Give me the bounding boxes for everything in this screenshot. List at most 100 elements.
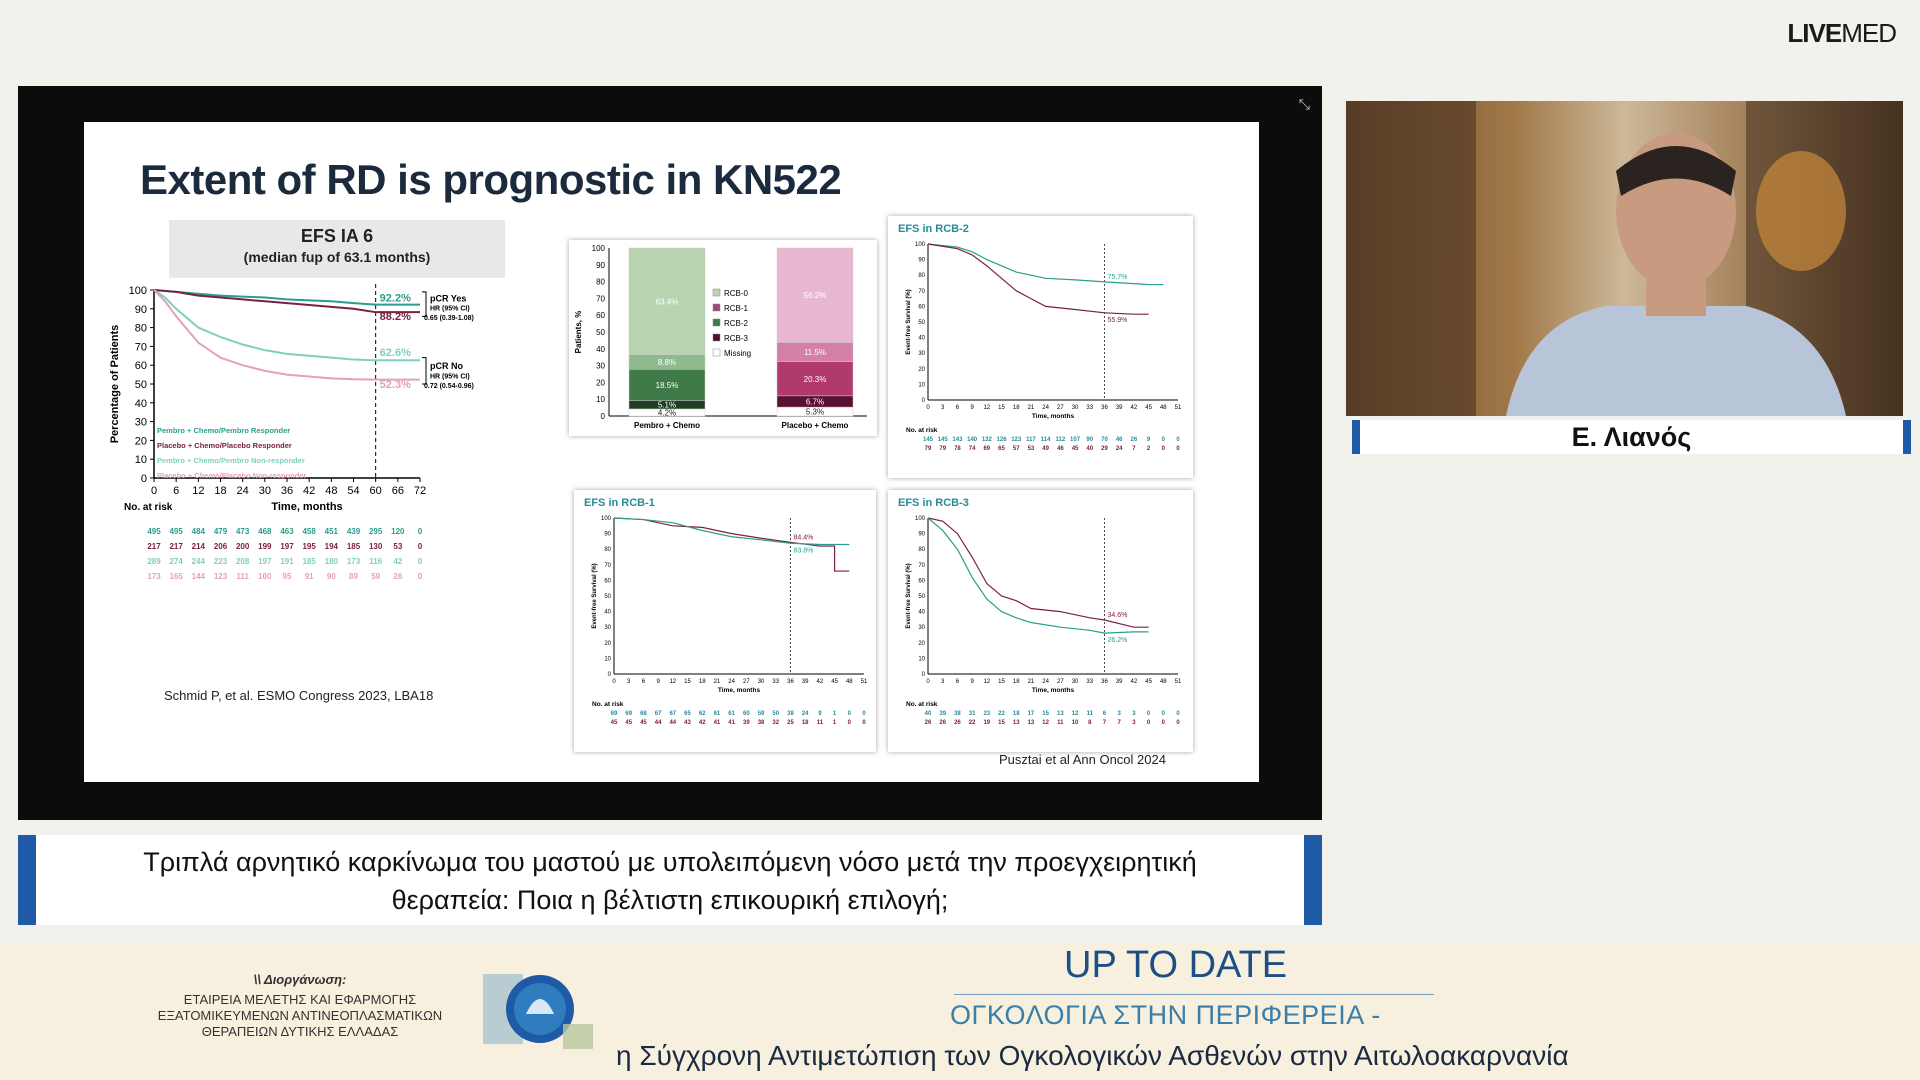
at-risk-value: 0	[848, 720, 852, 726]
legend-entry: Placebo + Chemo/Placebo Non-responder	[157, 471, 306, 480]
panel-title: EFS in RCB-2	[898, 223, 969, 235]
legend-swatch	[712, 333, 721, 342]
x-tick-label: 24	[1042, 405, 1049, 411]
at-risk-value: 67	[655, 711, 662, 717]
at-risk-value: 22	[998, 711, 1005, 717]
x-tick-label: 42	[1131, 405, 1138, 411]
at-risk-value: 8	[1088, 720, 1092, 726]
y-tick-label: 30	[596, 362, 605, 371]
at-risk-value: 49	[1042, 446, 1049, 452]
at-risk-value: 112	[1056, 437, 1066, 443]
km-series-line-1	[613, 517, 850, 546]
x-tick-label: 21	[714, 679, 721, 685]
at-risk-value: 13	[1013, 720, 1020, 726]
x-tick-label: 15	[684, 679, 691, 685]
shared-screen: ⤡ Extent of RD is prognostic in KN522 EF…	[18, 86, 1322, 820]
y-tick-label: 60	[918, 304, 925, 310]
at-risk-value: 90	[1086, 437, 1093, 443]
at-risk-value: 495	[147, 527, 161, 536]
at-risk-value: 132	[982, 437, 993, 443]
x-tick-label: 42	[817, 679, 824, 685]
fullscreen-icon[interactable]: ⤡	[1298, 96, 1310, 112]
x-tick-label: 30	[1072, 405, 1079, 411]
y-tick-label: 10	[918, 656, 925, 662]
at-risk-value: 24	[1116, 446, 1123, 452]
at-risk-value: 244	[192, 557, 206, 566]
x-axis-label: Time, months	[1032, 687, 1075, 694]
y-tick-label: 70	[596, 294, 605, 303]
at-risk-value: 208	[236, 557, 250, 566]
x-tick-label: 66	[392, 485, 404, 497]
x-tick-label: 42	[303, 485, 315, 497]
pcr-no-label: pCR No	[430, 361, 463, 371]
x-tick-label: 51	[861, 679, 868, 685]
y-tick-label: 40	[135, 398, 147, 410]
at-risk-value: 41	[728, 720, 735, 726]
at-risk-title: No. at risk	[124, 502, 173, 513]
km-series-line-2	[153, 289, 420, 362]
at-risk-value: 0	[848, 711, 852, 717]
at-risk-value: 67	[669, 711, 676, 717]
at-risk-value: 46	[1057, 446, 1064, 452]
x-tick-label: 12	[192, 485, 204, 497]
at-risk-value: 0	[1162, 711, 1166, 717]
x-tick-label: 30	[758, 679, 765, 685]
value-label: 88.2%	[380, 311, 411, 323]
y-tick-label: 100	[915, 242, 926, 248]
x-tick-label: 21	[1028, 679, 1035, 685]
value-label: 84.4%	[793, 534, 813, 541]
at-risk-value: 39	[743, 720, 750, 726]
km-series-line-0	[927, 517, 1149, 628]
at-risk-value: 117	[1026, 437, 1036, 443]
segment-label: 56.2%	[804, 291, 827, 300]
at-risk-value: 0	[1176, 720, 1180, 726]
at-risk-value: 31	[969, 711, 976, 717]
km-series-line-1	[927, 517, 1149, 634]
pcr-yes-label: pCR Yes	[430, 293, 466, 303]
hr-label: HR (95% CI)	[430, 306, 470, 313]
at-risk-title: No. at risk	[906, 701, 938, 708]
x-tick-label: 72	[414, 485, 426, 497]
bar-category-label: Pembro + Chemo	[634, 421, 700, 430]
x-tick-label: 39	[802, 679, 809, 685]
y-tick-label: 40	[918, 336, 925, 342]
at-risk-value: 89	[349, 572, 358, 581]
speaker-video	[1346, 101, 1903, 416]
x-tick-label: 18	[214, 485, 226, 497]
x-tick-label: 6	[173, 485, 179, 497]
event-footer: \\ Διοργάνωση: ΕΤΑΙΡΕΙΑ ΜΕΛΕΤΗΣ ΚΑΙ ΕΦΑΡ…	[0, 944, 1920, 1080]
at-risk-value: 463	[280, 527, 294, 536]
at-risk-value: 12	[1072, 711, 1079, 717]
x-tick-label: 9	[970, 405, 974, 411]
efs-rcb3-panel: EFS in RCB-3 0 10 20 30 40 50 60 70 80 90 100 0 3 6 9 12…	[888, 490, 1193, 752]
x-tick-label: 0	[926, 405, 930, 411]
y-tick-label: 20	[604, 641, 611, 647]
at-risk-value: 116	[369, 557, 382, 566]
at-risk-value: 9	[1147, 437, 1151, 443]
y-tick-label: 0	[922, 672, 926, 678]
x-tick-label: 36	[281, 485, 293, 497]
x-tick-label: 36	[1101, 405, 1108, 411]
segment-label: 5.1%	[658, 401, 676, 410]
at-risk-value: 13	[1057, 711, 1064, 717]
x-tick-label: 18	[1013, 405, 1020, 411]
at-risk-value: 289	[147, 557, 161, 566]
x-tick-label: 18	[1013, 679, 1020, 685]
legend-entry: Pembro + Chemo/Pembro Non-responder	[157, 456, 305, 465]
at-risk-value: 217	[169, 542, 183, 551]
at-risk-value: 451	[325, 527, 339, 536]
at-risk-value: 143	[952, 437, 963, 443]
efs-title: EFS IA 6	[300, 226, 374, 246]
at-risk-value: 206	[214, 542, 228, 551]
at-risk-value: 40	[1086, 446, 1093, 452]
x-tick-label: 24	[728, 679, 735, 685]
y-tick-label: 90	[604, 532, 611, 538]
at-risk-value: 69	[983, 446, 990, 452]
x-tick-label: 36	[1101, 679, 1108, 685]
y-axis-label: Event-free Survival (%)	[592, 563, 598, 628]
at-risk-value: 1	[833, 711, 837, 717]
at-risk-value: 17	[1028, 711, 1035, 717]
efs-header-box: EFS IA 6 (median fup of 63.1 months)	[169, 220, 505, 278]
organizer-emblem-icon	[483, 974, 593, 1049]
x-tick-label: 45	[831, 679, 838, 685]
